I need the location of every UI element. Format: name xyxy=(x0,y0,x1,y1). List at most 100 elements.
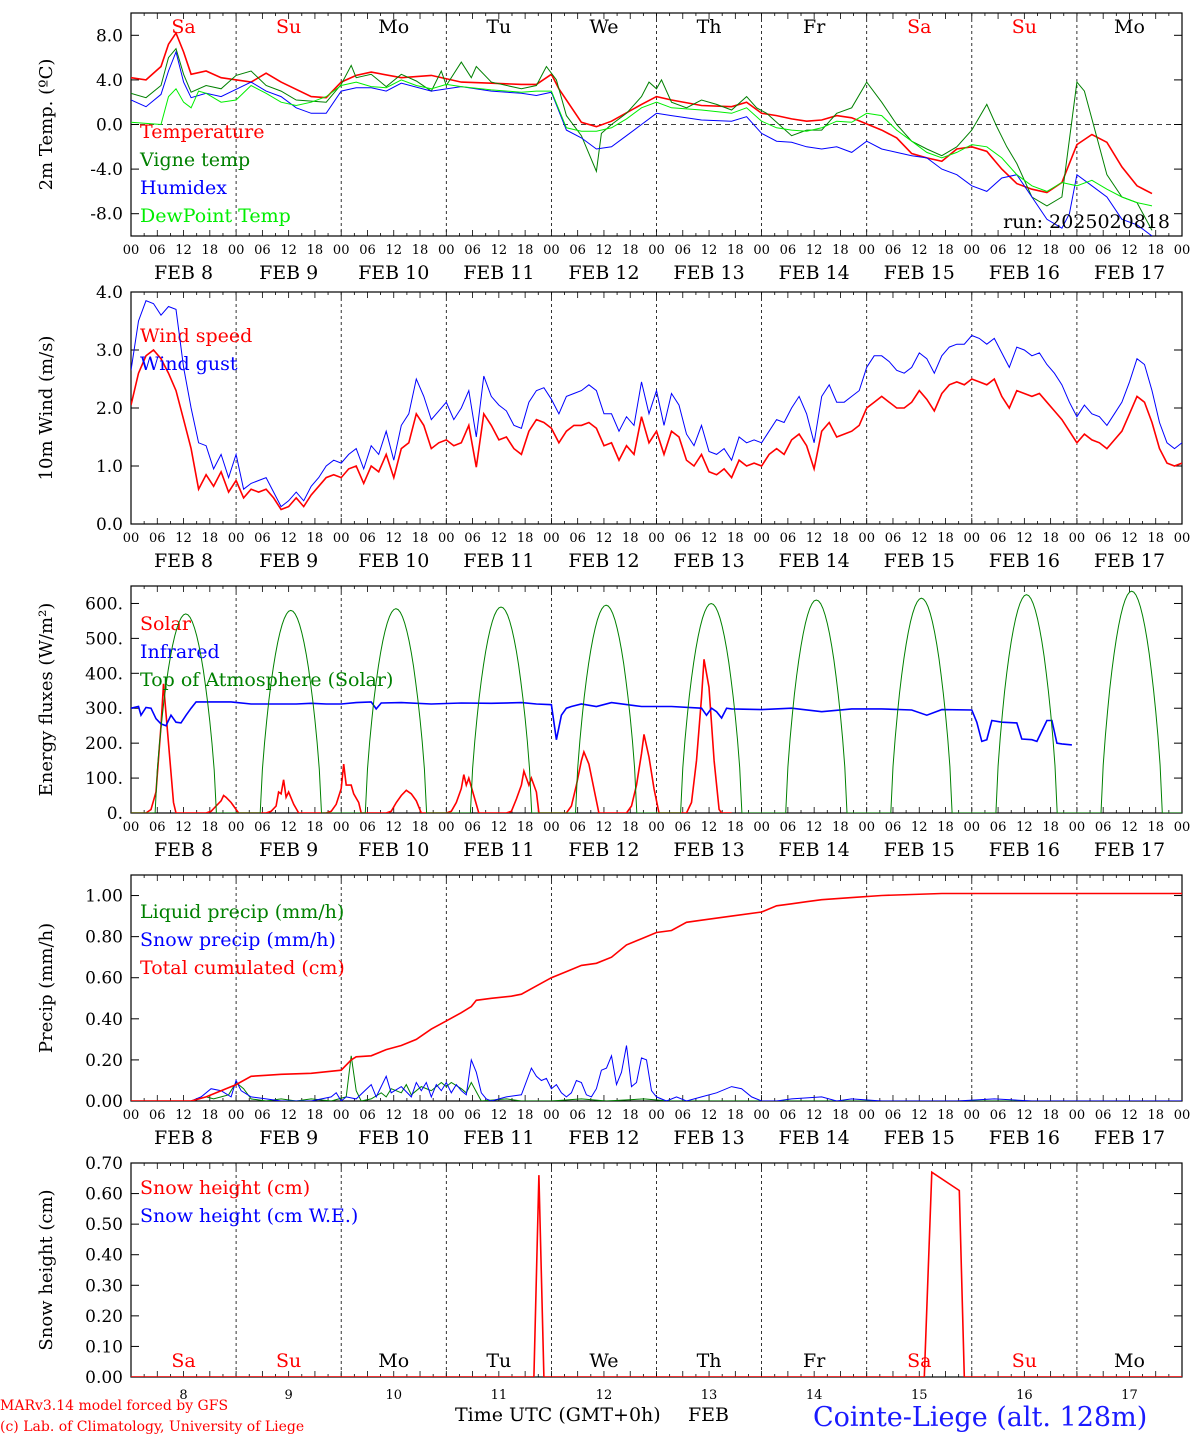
hour-tick-label: 12 xyxy=(491,243,508,258)
series-line-wind-speed xyxy=(131,348,1182,511)
series-line-top-of-atmosphere-solar xyxy=(131,590,1182,813)
hour-tick-label: 18 xyxy=(517,1108,534,1123)
weekday-label: Mo xyxy=(378,1350,409,1372)
hour-tick-label: 12 xyxy=(280,531,297,546)
legend-entry: Total cumulated (cm) xyxy=(140,957,345,979)
hour-tick-label: 00 xyxy=(543,531,560,546)
y-tick-label: 0.0 xyxy=(96,515,123,535)
hour-tick-label: 06 xyxy=(464,820,481,835)
hour-tick-label: 18 xyxy=(202,531,219,546)
weekday-label: Th xyxy=(697,1350,722,1372)
y-tick-label: 1.0 xyxy=(96,457,123,477)
series-line-liquid-precip-mm-h xyxy=(131,1055,1182,1101)
hour-tick-label: 12 xyxy=(1121,1108,1138,1123)
hour-tick-label: 00 xyxy=(543,243,560,258)
hour-tick-label: 12 xyxy=(491,820,508,835)
hour-tick-label: 00 xyxy=(964,1108,981,1123)
weekday-label: We xyxy=(589,16,618,38)
hour-tick-label: 06 xyxy=(885,1108,902,1123)
hour-tick-label: 12 xyxy=(806,820,823,835)
hour-tick-label: 12 xyxy=(1121,531,1138,546)
weekday-label: Sa xyxy=(907,1350,931,1372)
hour-tick-label: 00 xyxy=(438,243,455,258)
hour-tick-label: 12 xyxy=(596,1108,613,1123)
hour-tick-label: 06 xyxy=(990,820,1007,835)
hour-tick-label: 06 xyxy=(254,531,271,546)
time-axis-label: Time UTC (GMT+0h) xyxy=(455,1404,661,1426)
hour-tick-label: 00 xyxy=(964,531,981,546)
weekday-label: We xyxy=(589,1350,618,1372)
date-label: FEB 12 xyxy=(568,839,639,861)
series-line-snow-precip-mm-h xyxy=(131,1045,1182,1101)
hour-tick-label: 18 xyxy=(937,531,954,546)
date-label: FEB 16 xyxy=(989,262,1060,284)
hour-tick-label: 06 xyxy=(675,820,692,835)
hour-tick-label: 00 xyxy=(228,531,245,546)
hour-tick-label: 06 xyxy=(569,1108,586,1123)
legend-entry: Temperature xyxy=(140,121,264,143)
hour-tick-label: 06 xyxy=(780,531,797,546)
date-label: FEB 11 xyxy=(463,262,534,284)
y-tick-label: 0.70 xyxy=(85,1154,123,1174)
date-label: FEB 10 xyxy=(358,262,429,284)
hour-tick-label: 06 xyxy=(885,243,902,258)
hour-tick-label: 06 xyxy=(780,243,797,258)
legend-entry: Top of Atmosphere (Solar) xyxy=(140,669,393,691)
hour-tick-label: 06 xyxy=(675,243,692,258)
hour-tick-label: 00 xyxy=(123,531,140,546)
hour-tick-label: 18 xyxy=(1147,820,1164,835)
hour-tick-label: 06 xyxy=(780,820,797,835)
hour-tick-label: 12 xyxy=(385,531,402,546)
y-tick-label: 0.0 xyxy=(96,116,123,136)
hour-tick-label: 00 xyxy=(1069,820,1086,835)
hour-tick-label: 00 xyxy=(648,243,665,258)
hour-tick-label: 00 xyxy=(333,1108,350,1123)
weekday-label: Su xyxy=(1012,1350,1037,1372)
weekday-label: Su xyxy=(1012,16,1037,38)
day-number-label: 11 xyxy=(491,1388,508,1403)
hour-tick-label: 00 xyxy=(438,531,455,546)
hour-tick-label: 18 xyxy=(1147,1108,1164,1123)
hour-tick-label: 12 xyxy=(806,531,823,546)
day-number-label: 10 xyxy=(385,1388,402,1403)
hour-tick-label: 18 xyxy=(622,1108,639,1123)
hour-tick-label: 12 xyxy=(1016,1108,1033,1123)
y-tick-label: 0.20 xyxy=(85,1307,123,1327)
hour-tick-label: 00 xyxy=(1174,820,1191,835)
weekday-label: Sa xyxy=(907,16,931,38)
y-tick-label: 0.50 xyxy=(85,1215,123,1235)
hour-tick-label: 12 xyxy=(491,1108,508,1123)
date-label: FEB 16 xyxy=(989,550,1060,572)
hour-tick-label: 06 xyxy=(1095,820,1112,835)
date-label: FEB 15 xyxy=(884,262,955,284)
hour-tick-label: 06 xyxy=(149,820,166,835)
legend-entry: Snow precip (mm/h) xyxy=(140,929,336,951)
series-line-snow-height-cm xyxy=(131,1170,1182,1377)
hour-tick-label: 00 xyxy=(1174,1108,1191,1123)
date-label: FEB 10 xyxy=(358,550,429,572)
hour-tick-label: 12 xyxy=(911,531,928,546)
hour-tick-label: 12 xyxy=(1121,243,1138,258)
weekday-label: Fr xyxy=(803,1350,826,1372)
day-number-label: 8 xyxy=(179,1388,187,1403)
hour-tick-label: 00 xyxy=(648,1108,665,1123)
series-line-total-cumulated-cm xyxy=(131,892,1182,1101)
date-label: FEB 17 xyxy=(1094,839,1165,861)
hour-tick-label: 12 xyxy=(701,820,718,835)
date-label: FEB 17 xyxy=(1094,550,1165,572)
hour-tick-label: 12 xyxy=(701,1108,718,1123)
hour-tick-label: 12 xyxy=(806,243,823,258)
hour-tick-label: 18 xyxy=(517,531,534,546)
date-label: FEB 9 xyxy=(259,550,318,572)
date-label: FEB 8 xyxy=(154,1127,213,1149)
weekday-label: Tu xyxy=(486,1350,511,1372)
hour-tick-label: 18 xyxy=(1042,820,1059,835)
weekday-label: Tu xyxy=(486,16,511,38)
date-label: FEB 12 xyxy=(568,550,639,572)
hour-tick-label: 18 xyxy=(937,820,954,835)
day-number-label: 9 xyxy=(285,1388,293,1403)
day-number-label: 14 xyxy=(806,1388,823,1403)
hour-tick-label: 00 xyxy=(1174,531,1191,546)
date-label: FEB 8 xyxy=(154,262,213,284)
hour-tick-label: 00 xyxy=(1174,243,1191,258)
